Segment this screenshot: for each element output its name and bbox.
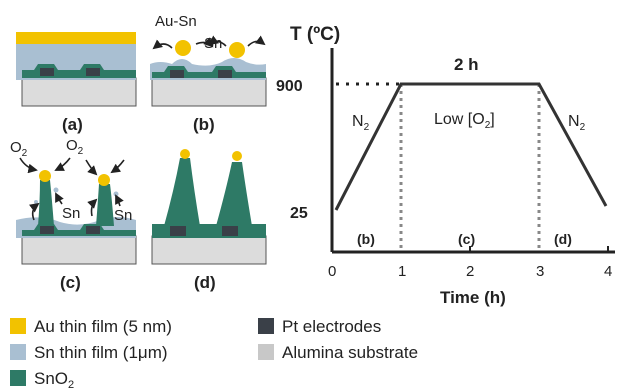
legend-swatch-sn bbox=[10, 344, 26, 360]
au-tip bbox=[39, 170, 51, 182]
pt-electrode bbox=[170, 226, 186, 236]
panel-b: Au-Sn Sn (b) bbox=[150, 13, 267, 134]
sno2-nanowire bbox=[38, 180, 54, 226]
legend-swatch-au bbox=[10, 318, 26, 334]
arrow bbox=[208, 35, 227, 47]
pt-electrode bbox=[40, 68, 54, 76]
temperature-profile bbox=[334, 82, 608, 211]
au-tip bbox=[98, 174, 110, 186]
pt-electrode bbox=[40, 226, 54, 234]
panel-label-d: (d) bbox=[194, 273, 216, 292]
pt-electrode bbox=[170, 70, 184, 78]
sno2-layer bbox=[152, 224, 266, 238]
x-axis-title: Time (h) bbox=[440, 288, 506, 307]
legend-label-alumina: Alumina substrate bbox=[282, 343, 418, 362]
panel-a: (a) bbox=[16, 32, 137, 134]
arrow bbox=[110, 159, 125, 174]
x-tick-label: 0 bbox=[328, 263, 336, 280]
pt-electrode bbox=[86, 68, 100, 76]
y-tick-label: 900 bbox=[276, 78, 303, 95]
o2-label: O2 bbox=[66, 137, 84, 157]
o2-label: O2 bbox=[10, 139, 28, 159]
right-gas-label: N2 bbox=[568, 113, 586, 133]
sn-label: Sn bbox=[62, 205, 80, 222]
arrow bbox=[19, 157, 38, 174]
legend-swatch-sno2 bbox=[10, 370, 26, 386]
au-tip bbox=[232, 151, 242, 161]
sn-label: Sn bbox=[114, 207, 132, 224]
au-thin-film bbox=[16, 32, 136, 44]
panel-d: (d) bbox=[151, 149, 267, 292]
panel-label-b: (b) bbox=[193, 115, 215, 134]
legend-label-au: Au thin film (5 nm) bbox=[34, 317, 172, 336]
y-axis-title: T (ºC) bbox=[290, 24, 340, 45]
sno2-nanowire bbox=[216, 162, 252, 226]
sn-droplet bbox=[53, 187, 59, 193]
x-tick-label: 3 bbox=[536, 263, 544, 280]
x-tick-label: 1 bbox=[398, 263, 406, 280]
legend-label-sno2: SnO2 bbox=[34, 369, 74, 391]
alumina-substrate bbox=[21, 235, 137, 265]
arrow bbox=[85, 159, 98, 176]
panel-label-a: (a) bbox=[62, 115, 83, 134]
sn-droplet bbox=[34, 200, 38, 204]
temperature-plot: T (ºC) Time (h) 900 25 0 1 2 3 4 2 h N2 … bbox=[276, 24, 615, 307]
au-sn-droplet bbox=[175, 40, 191, 56]
sno2-nanowire bbox=[164, 158, 200, 226]
arrow bbox=[115, 194, 124, 207]
au-sn-label: Au-Sn bbox=[155, 13, 197, 30]
legend-swatch-alumina bbox=[258, 344, 274, 360]
arrow bbox=[55, 192, 64, 205]
pt-electrode bbox=[86, 226, 100, 234]
panel-c: O2 O2 Sn Sn (c) bbox=[10, 137, 137, 292]
au-tip bbox=[180, 149, 190, 159]
x-tick-label: 4 bbox=[604, 263, 612, 280]
region-label-c: (c) bbox=[458, 231, 475, 247]
alumina-substrate bbox=[151, 77, 267, 107]
middle-gas-label: Low [O2] bbox=[434, 111, 495, 131]
legend-label-sn: Sn thin film (1μm) bbox=[34, 343, 168, 362]
arrow bbox=[152, 39, 173, 50]
x-tick-label: 2 bbox=[466, 263, 474, 280]
arrow bbox=[28, 202, 40, 221]
left-gas-label: N2 bbox=[352, 113, 370, 133]
arrow bbox=[87, 198, 98, 217]
arrow bbox=[247, 35, 266, 47]
alumina-substrate bbox=[21, 77, 137, 107]
legend: Au thin film (5 nm) Pt electrodes Sn thi… bbox=[10, 317, 418, 391]
sn-droplet bbox=[113, 191, 119, 197]
panel-label-c: (c) bbox=[60, 273, 81, 292]
arrow bbox=[54, 157, 71, 171]
pt-electrode bbox=[218, 70, 232, 78]
legend-label-pt: Pt electrodes bbox=[282, 317, 381, 336]
au-sn-droplet bbox=[229, 42, 245, 58]
y-tick-label: 25 bbox=[290, 205, 308, 222]
sno2-nanowire bbox=[96, 184, 114, 226]
region-label-d: (d) bbox=[554, 231, 572, 247]
alumina-substrate bbox=[151, 235, 267, 265]
pt-electrode bbox=[222, 226, 238, 236]
region-label-b: (b) bbox=[357, 231, 375, 247]
legend-swatch-pt bbox=[258, 318, 274, 334]
hold-time-label: 2 h bbox=[454, 55, 479, 74]
